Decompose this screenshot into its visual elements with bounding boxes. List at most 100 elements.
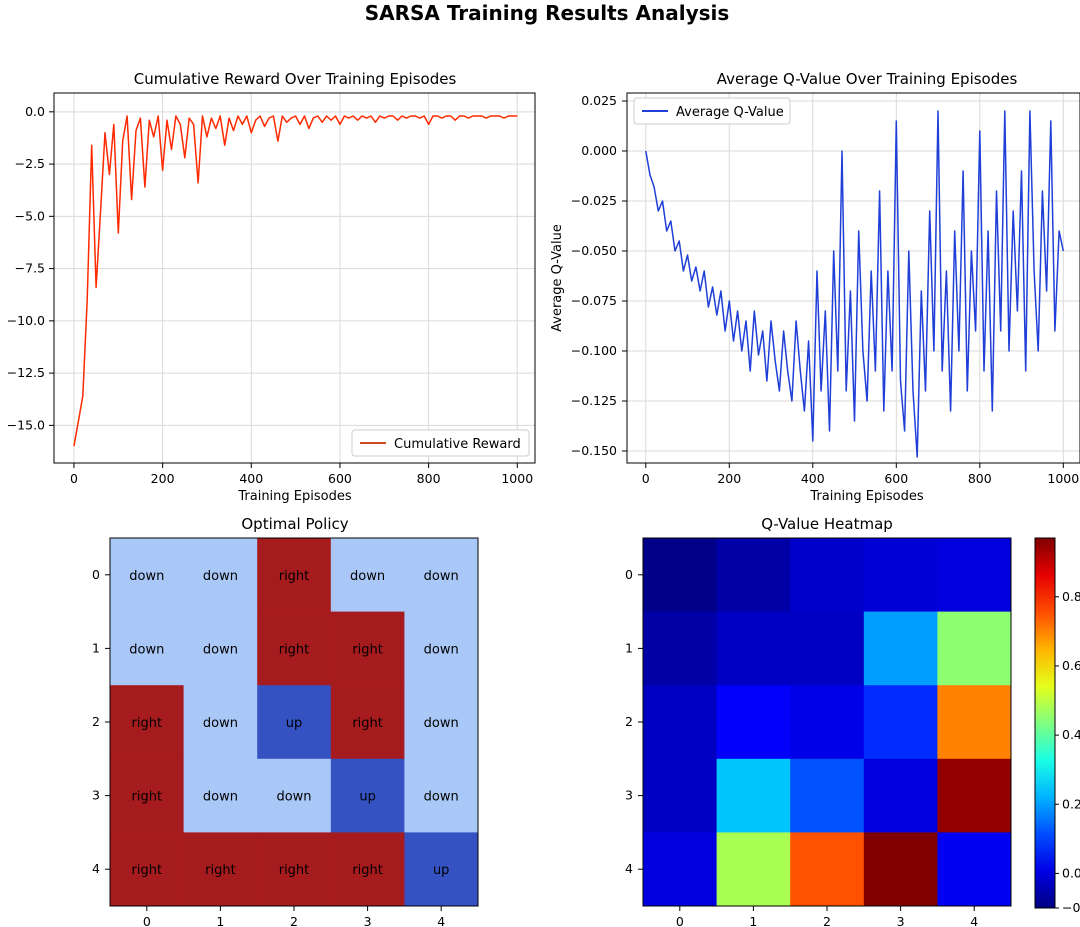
heatmap-cell bbox=[643, 611, 718, 686]
legend: Cumulative Reward bbox=[351, 429, 530, 457]
heatmap-cell bbox=[937, 758, 1012, 833]
x-tick-label: 800 bbox=[417, 471, 441, 486]
y-tick-label: 0.000 bbox=[581, 143, 617, 158]
figure-title: SARSA Training Results Analysis bbox=[365, 1, 730, 25]
heatmap-cell bbox=[643, 758, 718, 833]
policy-cell bbox=[183, 832, 258, 907]
y-tick-label: −0.075 bbox=[571, 293, 617, 308]
policy-cell bbox=[330, 832, 405, 907]
heatmap-chart-title: Q-Value Heatmap bbox=[761, 515, 893, 533]
x-tick-label: 1 bbox=[216, 914, 224, 927]
y-tick-label: −15.0 bbox=[7, 417, 45, 432]
x-tick-label: 4 bbox=[437, 914, 445, 927]
colorbar-tick-label: 0.0 bbox=[1062, 865, 1080, 880]
qvalue-heatmap-chart: Q-Value Heatmap 0 0 1 1 2 2 3 3 4 4 0.8 0.6 0.4 0.2 0.… bbox=[625, 515, 1080, 927]
policy-action-label: right bbox=[279, 642, 310, 657]
colorbar-tick-label: 0.8 bbox=[1062, 589, 1080, 604]
policy-cell bbox=[110, 538, 185, 613]
y-tick-label: −0.100 bbox=[571, 343, 617, 358]
heatmap-cell bbox=[863, 685, 938, 760]
y-tick-label: −0.050 bbox=[571, 243, 617, 258]
reward-x-axis-label: Training Episodes bbox=[237, 489, 351, 504]
y-tick-label: −0.025 bbox=[571, 193, 617, 208]
policy-action-label: down bbox=[203, 716, 238, 731]
y-tick-label: −0.150 bbox=[571, 443, 617, 458]
y-tick-label: 0.0 bbox=[25, 104, 45, 119]
heatmap-cell bbox=[716, 832, 791, 907]
legend: Average Q-Value bbox=[633, 97, 791, 125]
policy-action-label: down bbox=[203, 569, 238, 584]
colorbar-tick-label: 0.6 bbox=[1062, 658, 1080, 673]
heatmap-cell bbox=[716, 758, 791, 833]
policy-cell bbox=[330, 538, 405, 613]
heatmap-cell bbox=[643, 538, 718, 613]
x-tick-label: 3 bbox=[364, 914, 372, 927]
policy-cell bbox=[110, 758, 185, 833]
policy-action-label: down bbox=[424, 716, 459, 731]
y-tick-label: −7.5 bbox=[15, 261, 45, 276]
y-tick-label: −0.125 bbox=[571, 393, 617, 408]
policy-cell bbox=[404, 611, 479, 686]
colorbar-tick-label: 0.4 bbox=[1062, 727, 1080, 742]
y-tick-label: 0 bbox=[625, 567, 633, 582]
policy-cell bbox=[330, 758, 405, 833]
heatmap-cell bbox=[643, 685, 718, 760]
policy-cell bbox=[404, 832, 479, 907]
policy-chart: Optimal Policy down down right down down down… bbox=[92, 515, 479, 927]
x-tick-label: 600 bbox=[884, 471, 908, 486]
policy-cell bbox=[183, 685, 258, 760]
x-tick-label: 0 bbox=[676, 914, 684, 927]
heatmap-cell bbox=[937, 538, 1012, 613]
x-tick-label: 400 bbox=[801, 471, 825, 486]
policy-cell bbox=[330, 685, 405, 760]
policy-chart-title: Optimal Policy bbox=[241, 515, 348, 533]
policy-action-label: down bbox=[276, 790, 311, 805]
heatmap-cell bbox=[716, 538, 791, 613]
policy-action-label: right bbox=[279, 569, 310, 584]
heatmap-cell bbox=[643, 832, 718, 907]
x-tick-label: 4 bbox=[970, 914, 978, 927]
qvalue-x-axis-label: Training Episodes bbox=[809, 489, 923, 504]
policy-action-label: right bbox=[132, 790, 163, 805]
heatmap-cell bbox=[790, 538, 865, 613]
qvalue-chart: Average Q-Value Over Training Episodes T… bbox=[550, 70, 1080, 504]
x-tick-label: 600 bbox=[328, 471, 352, 486]
heatmap-cell bbox=[863, 758, 938, 833]
policy-cell bbox=[257, 758, 332, 833]
x-tick-label: 2 bbox=[823, 914, 831, 927]
policy-action-label: right bbox=[352, 642, 383, 657]
colorbar bbox=[1034, 537, 1056, 909]
qvalue-y-axis-label: Average Q-Value bbox=[550, 224, 565, 332]
x-tick-label: 200 bbox=[717, 471, 741, 486]
policy-action-label: down bbox=[350, 569, 385, 584]
policy-action-label: up bbox=[433, 863, 450, 878]
heatmap-cell bbox=[863, 611, 938, 686]
heatmap-cell bbox=[790, 758, 865, 833]
heatmap-cell bbox=[716, 611, 791, 686]
policy-action-label: right bbox=[352, 716, 383, 731]
x-tick-label: 400 bbox=[239, 471, 263, 486]
policy-cell bbox=[404, 685, 479, 760]
policy-cell bbox=[257, 685, 332, 760]
x-tick-label: 800 bbox=[968, 471, 992, 486]
policy-action-label: right bbox=[279, 863, 310, 878]
policy-action-label: down bbox=[129, 569, 164, 584]
y-tick-label: 4 bbox=[625, 861, 633, 876]
policy-action-label: right bbox=[205, 863, 236, 878]
policy-cell bbox=[110, 685, 185, 760]
policy-cell bbox=[110, 832, 185, 907]
policy-action-label: down bbox=[424, 642, 459, 657]
policy-cell bbox=[257, 538, 332, 613]
x-tick-label: 0 bbox=[143, 914, 151, 927]
heatmap-cell bbox=[790, 832, 865, 907]
heatmap-cell bbox=[790, 611, 865, 686]
reward-chart: Cumulative Reward Over Training Episodes… bbox=[7, 70, 536, 504]
plot-frame bbox=[626, 92, 1080, 464]
colorbar-tick-label: 0.2 bbox=[1062, 796, 1080, 811]
y-tick-label: −10.0 bbox=[7, 313, 45, 328]
legend-box bbox=[351, 429, 530, 457]
heatmap-cell bbox=[937, 832, 1012, 907]
policy-cell bbox=[257, 611, 332, 686]
x-tick-label: 0 bbox=[642, 471, 650, 486]
